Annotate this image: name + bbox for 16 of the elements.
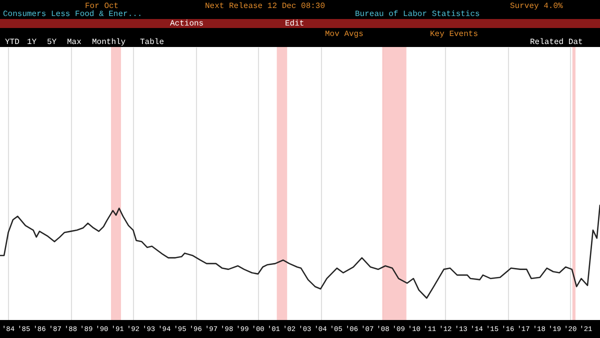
text: Mov Avgs <box>325 30 364 39</box>
text: 1Y <box>27 38 37 47</box>
text: Related Dat <box>530 38 583 47</box>
text: Edit <box>285 20 304 28</box>
text: Actions <box>170 20 204 28</box>
text: For Oct <box>85 2 119 11</box>
chart-title: Consumers Less Food & Ener... <box>3 10 142 19</box>
text: YTD <box>5 38 20 47</box>
text: Table <box>140 38 164 47</box>
text: 5Y <box>47 38 57 47</box>
text: Max <box>67 38 82 47</box>
text: Monthly <box>92 38 126 47</box>
text: Survey 4.0% <box>510 2 564 11</box>
text: Bureau of Labor Statistics <box>355 10 480 19</box>
text: Next Release 12 Dec 08:30 <box>205 2 326 11</box>
text: Key Events <box>430 30 478 39</box>
